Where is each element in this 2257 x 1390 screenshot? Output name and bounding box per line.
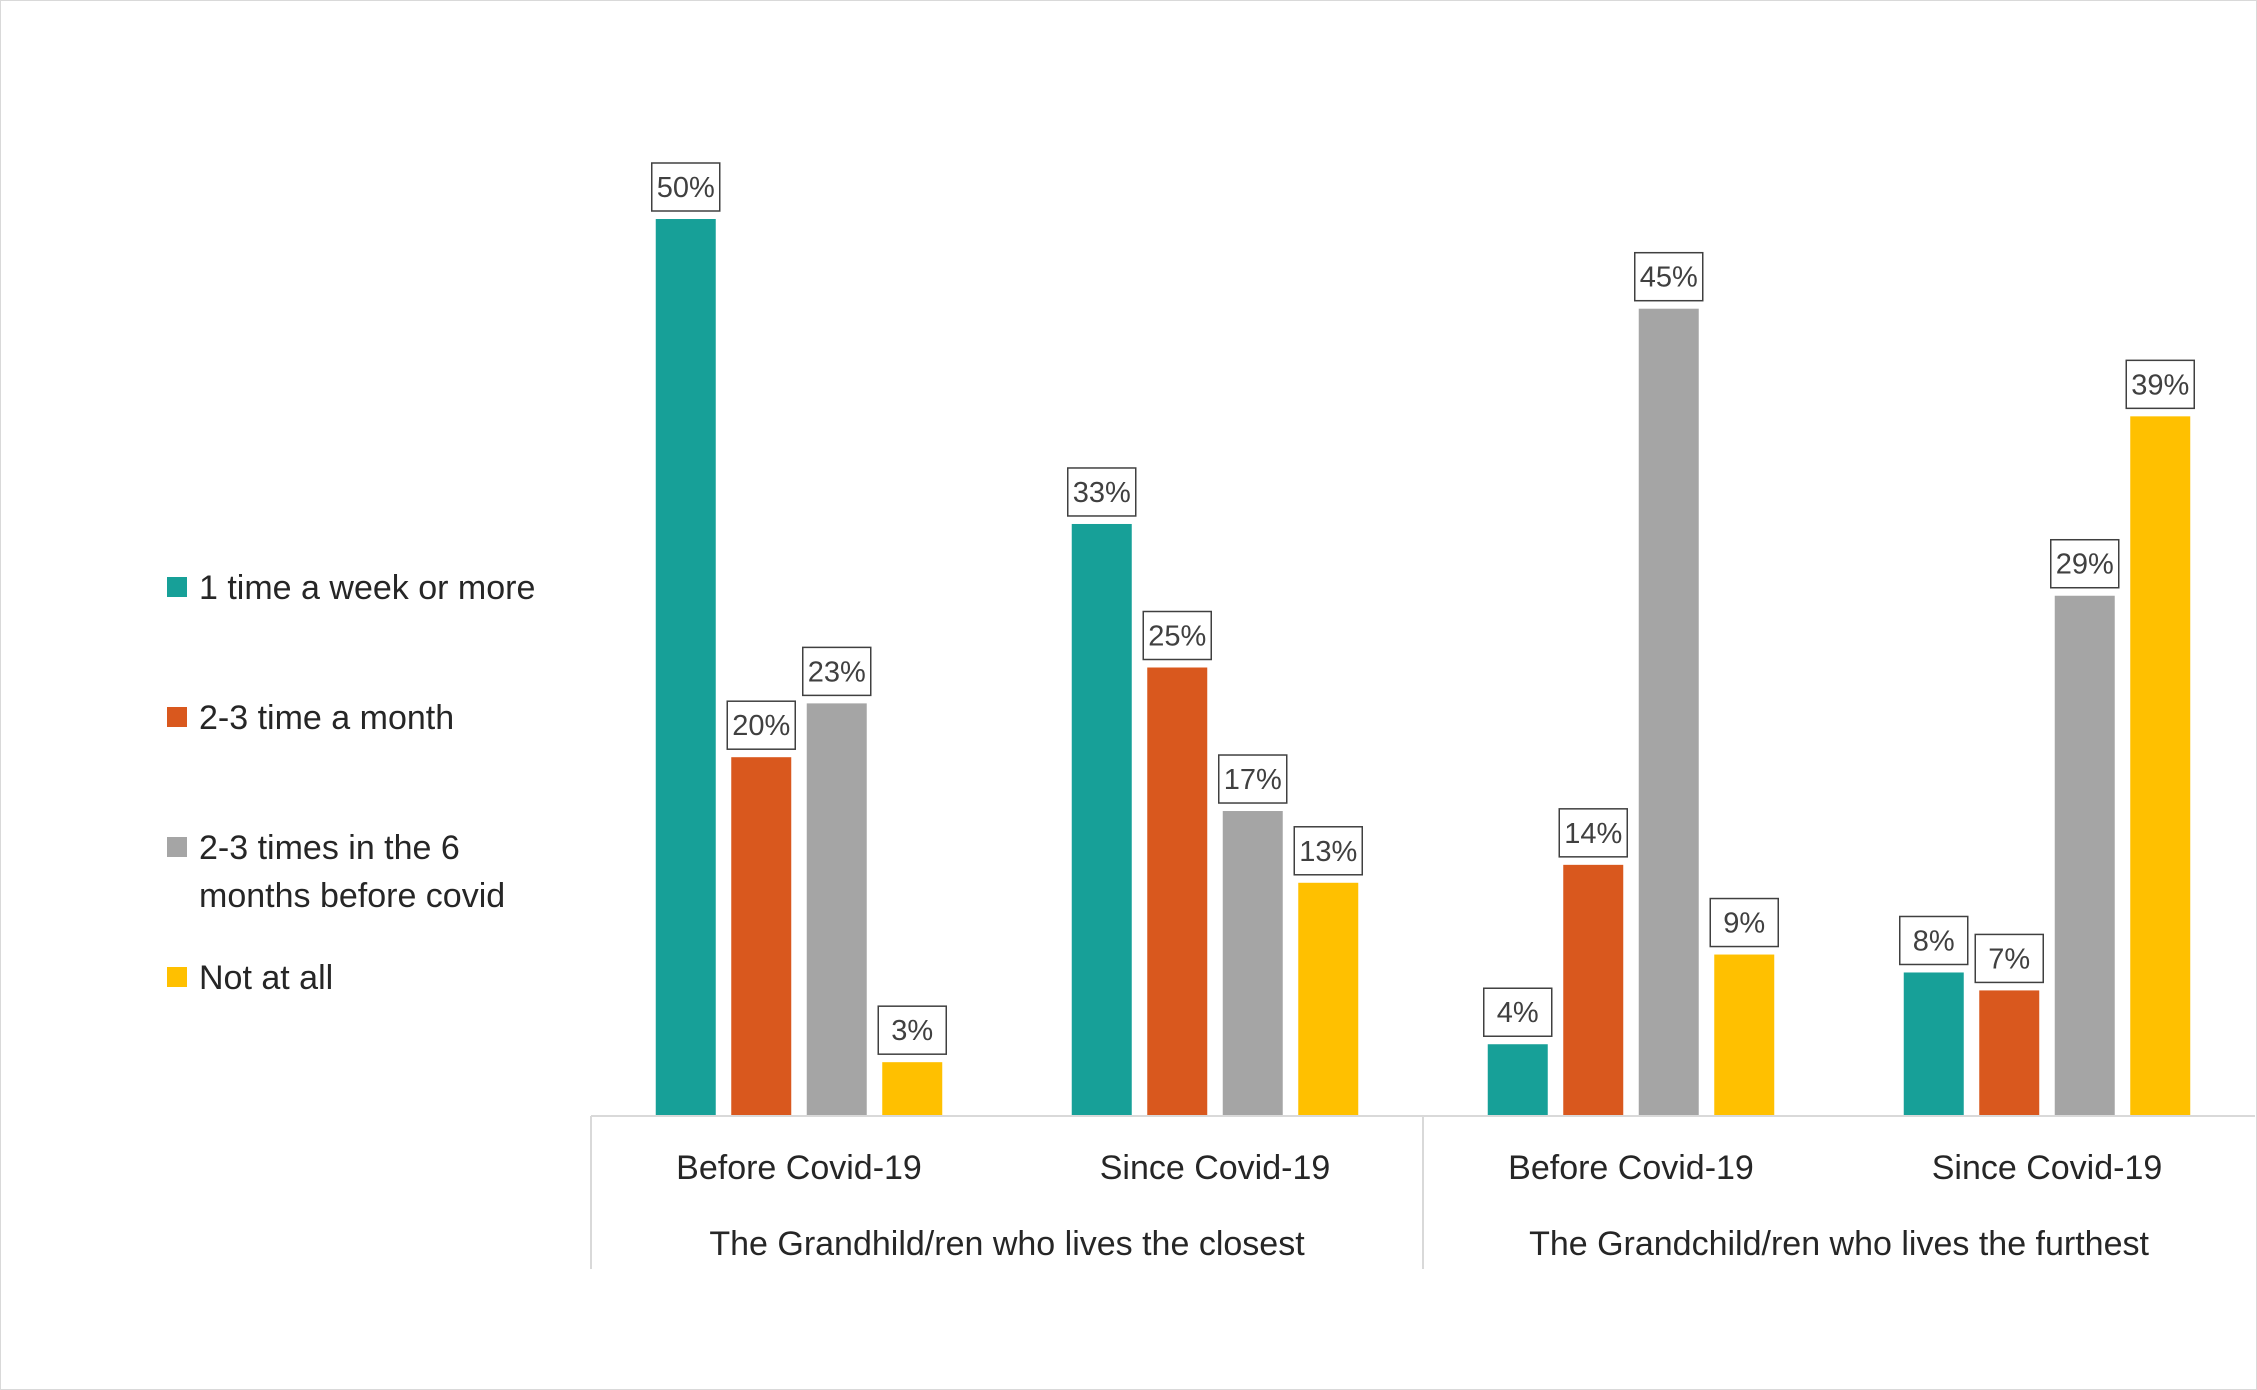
- data-label-box: [1709, 897, 1779, 948]
- data-label: 3%: [891, 1015, 933, 1047]
- legend: 1 time a week or more 2-3 time a month 2-3…: [167, 569, 535, 997]
- category-axis: Before Covid-19 Since Covid-19 Before Covi…: [590, 1115, 2255, 1269]
- group-label: The Grandhild/ren who lives the closest: [709, 1225, 1305, 1263]
- legend-label: 1 time a week or more: [199, 569, 535, 607]
- legend-label: 2-3 times in the 6 months before covid: [199, 829, 505, 915]
- legend-swatch: [167, 967, 187, 987]
- bar: [1298, 882, 1359, 1116]
- bar: [2130, 416, 2191, 1117]
- bar: [882, 1062, 943, 1116]
- data-labels: 50% 20% 23% 3% 33% 25% 17% 13% 4% 14% 45% 9% 8% 7% 29%…: [651, 162, 2195, 1055]
- bar: [731, 757, 792, 1116]
- data-label: 29%: [2056, 549, 2114, 581]
- data-label-box: [651, 162, 721, 212]
- legend-swatch: [167, 577, 187, 597]
- bar: [1487, 1044, 1548, 1116]
- data-label: 9%: [1723, 908, 1765, 940]
- data-label-box: [1483, 987, 1553, 1037]
- legend-label: Not at all: [199, 959, 333, 997]
- bars: [655, 219, 2191, 1117]
- data-label-box: [877, 1005, 947, 1055]
- category-label: Since Covid-19: [1100, 1149, 1331, 1187]
- data-label-box: [1974, 933, 2044, 984]
- legend-swatch: [167, 707, 187, 727]
- data-label: 45%: [1640, 262, 1698, 294]
- data-label: 33%: [1073, 477, 1131, 509]
- data-label-box: [726, 700, 796, 750]
- data-label: 23%: [808, 656, 866, 688]
- data-label-box: [1634, 251, 1704, 302]
- bar: [806, 703, 867, 1116]
- data-label: 4%: [1497, 997, 1539, 1029]
- data-label-box: [1293, 826, 1363, 876]
- bar: [1714, 954, 1775, 1116]
- bar: [2054, 595, 2115, 1116]
- bar: [1638, 308, 1699, 1116]
- bar: [1563, 864, 1624, 1116]
- data-label-box: [2050, 538, 2120, 589]
- data-label: 8%: [1913, 925, 1955, 957]
- category-label: Before Covid-19: [1508, 1149, 1754, 1187]
- group-label: The Grandchild/ren who lives the furthes…: [1529, 1225, 2149, 1263]
- legend-label: 2-3 time a month: [199, 699, 454, 737]
- bar: [1222, 811, 1283, 1116]
- bar: [1147, 667, 1208, 1116]
- legend-swatch: [167, 837, 187, 857]
- bar: [1071, 523, 1132, 1116]
- bar: [1903, 972, 1964, 1116]
- data-label-box: [802, 646, 872, 697]
- category-label: Before Covid-19: [676, 1149, 922, 1187]
- data-label: 20%: [732, 710, 790, 742]
- data-label-box: [1558, 808, 1628, 858]
- data-label: 7%: [1988, 943, 2030, 975]
- data-label: 50%: [657, 172, 715, 204]
- data-label-box: [1067, 467, 1137, 517]
- data-label: 25%: [1148, 621, 1206, 653]
- bar: [655, 219, 716, 1116]
- data-label: 17%: [1224, 764, 1282, 796]
- category-label: Since Covid-19: [1932, 1149, 2163, 1187]
- data-label-box: [2125, 359, 2195, 410]
- data-label-box: [1142, 610, 1212, 661]
- data-label-box: [1899, 915, 1969, 966]
- bar: [1979, 990, 2040, 1116]
- data-label: 39%: [2131, 369, 2189, 401]
- data-label: 13%: [1299, 836, 1357, 868]
- data-label: 14%: [1564, 818, 1622, 850]
- data-label-box: [1218, 754, 1288, 804]
